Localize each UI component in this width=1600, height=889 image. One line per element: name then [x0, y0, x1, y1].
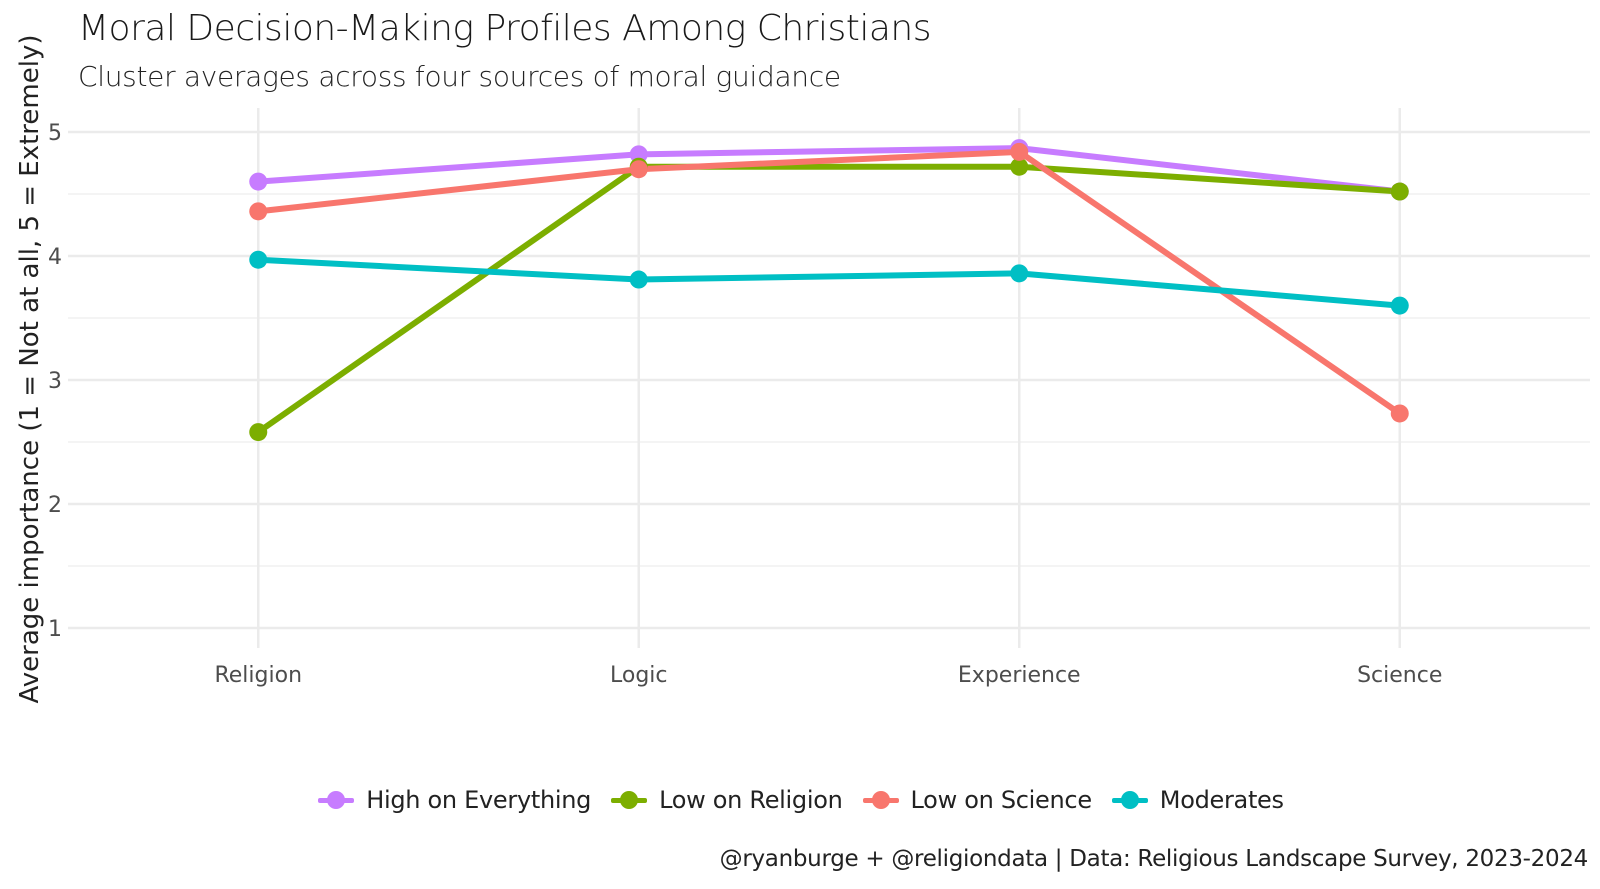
data-point: [629, 270, 648, 289]
legend-key-dot: [871, 791, 890, 809]
data-point: [1390, 182, 1409, 201]
legend-key: [316, 788, 356, 812]
y-tick-label: 3: [48, 369, 62, 394]
y-axis-title: Average importance (1 = Not at all, 5 = …: [15, 34, 45, 703]
data-point: [249, 250, 268, 269]
chart-subtitle: Cluster averages across four sources of …: [78, 60, 841, 93]
x-tick-label: Experience: [958, 663, 1081, 688]
y-tick-label: 2: [48, 493, 62, 518]
legend-label: Low on Religion: [659, 786, 843, 814]
legend-label: Low on Science: [910, 786, 1093, 814]
chart-legend: High on Everything Low on Religion Low on …: [0, 786, 1600, 814]
data-point: [629, 145, 648, 164]
x-axis: Religion Logic Experience Science: [214, 663, 1442, 688]
legend-label: Moderates: [1159, 786, 1284, 814]
data-point: [1390, 296, 1409, 315]
data-point: [1010, 142, 1029, 161]
y-tick-label: 4: [48, 245, 62, 270]
chart-title: Moral Decision-Making Profiles Among Chr…: [78, 8, 931, 49]
legend-item: Moderates: [1110, 786, 1284, 814]
data-point: [1010, 157, 1029, 176]
legend-key-dot: [620, 791, 639, 809]
data-point: [249, 202, 268, 221]
legend-key: [609, 788, 649, 812]
y-tick-label: 5: [48, 121, 62, 146]
legend-label: High on Everything: [366, 786, 592, 814]
legend-item: High on Everything: [316, 786, 591, 814]
data-point: [249, 172, 268, 191]
data-point: [249, 423, 268, 442]
series-line: [258, 145, 1401, 195]
grid-lines: [68, 108, 1590, 648]
legend-item: Low on Science: [861, 786, 1092, 814]
data-point: [629, 160, 648, 179]
data-point: [1390, 404, 1409, 423]
x-tick-label: Religion: [214, 663, 302, 688]
legend-key: [861, 788, 901, 812]
legend-key-dot: [1120, 791, 1139, 809]
x-tick-label: Logic: [610, 663, 668, 688]
chart-caption: @ryanburge + @religiondata | Data: Relig…: [719, 846, 1589, 872]
y-tick-label: 1: [48, 617, 62, 642]
data-point: [1010, 264, 1029, 283]
series-line: [257, 148, 1402, 416]
series-group: [249, 139, 1409, 442]
series-line: [256, 163, 1400, 435]
series-line: [258, 256, 1401, 309]
x-tick-label: Science: [1357, 663, 1442, 688]
legend-key-dot: [327, 791, 346, 809]
legend-item: Low on Religion: [609, 786, 843, 814]
legend-key: [1110, 788, 1150, 812]
